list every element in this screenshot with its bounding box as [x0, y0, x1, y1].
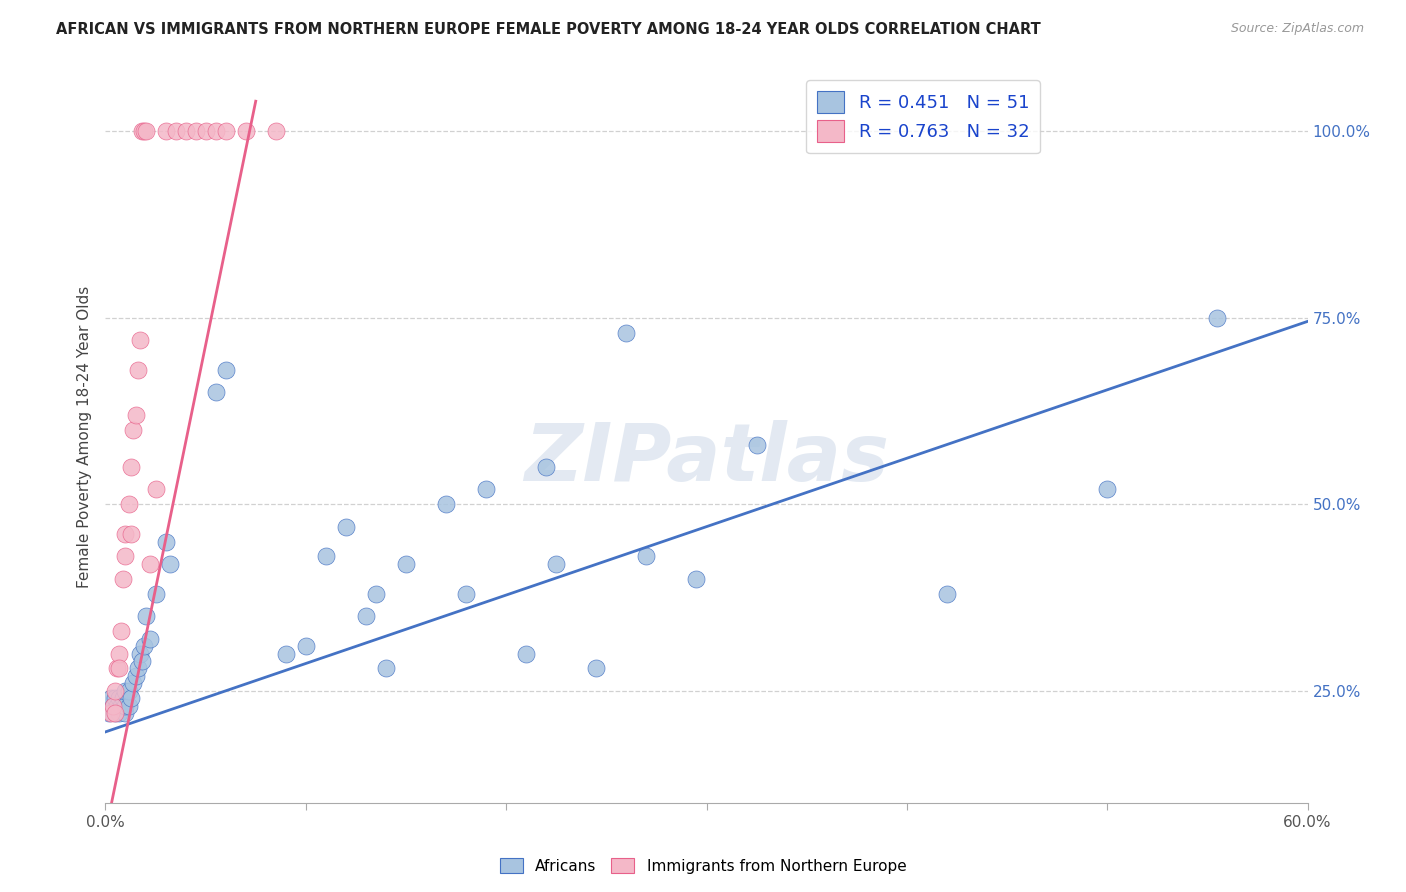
Point [124, 408, 146, 422]
Point [335, 519, 357, 533]
Point [131, 654, 153, 668]
Point [108, 661, 131, 675]
Point [114, 698, 136, 713]
Point [103, 698, 125, 713]
Point [235, 124, 257, 138]
Point [585, 661, 607, 675]
Point [434, 497, 457, 511]
Point [103, 698, 125, 713]
Point [118, 497, 141, 511]
Point [112, 572, 135, 586]
Point [515, 647, 537, 661]
Point [364, 587, 387, 601]
Point [110, 698, 132, 713]
Point [354, 609, 377, 624]
Point [159, 557, 181, 571]
Point [374, 661, 398, 675]
Text: Source: ZipAtlas.com: Source: ZipAtlas.com [1230, 22, 1364, 36]
Point [104, 691, 127, 706]
Text: AFRICAN VS IMMIGRANTS FROM NORTHERN EUROPE FEMALE POVERTY AMONG 18-24 YEAR OLDS : AFRICAN VS IMMIGRANTS FROM NORTHERN EURO… [56, 22, 1040, 37]
Point [138, 632, 160, 646]
Point [104, 706, 127, 721]
Point [104, 683, 127, 698]
Point [104, 706, 127, 721]
Point [110, 624, 132, 639]
Point [685, 572, 707, 586]
Point [108, 691, 131, 706]
Point [135, 124, 157, 138]
Point [122, 423, 145, 437]
Point [264, 124, 287, 138]
Y-axis label: Female Poverty Among 18-24 Year Olds: Female Poverty Among 18-24 Year Olds [76, 286, 91, 588]
Legend: Africans, Immigrants from Northern Europe: Africans, Immigrants from Northern Europ… [494, 852, 912, 880]
Point [118, 683, 141, 698]
Point [121, 691, 143, 706]
Point [214, 363, 236, 377]
Point [194, 124, 217, 138]
Point [124, 669, 146, 683]
Point [145, 587, 167, 601]
Point [127, 363, 149, 377]
Legend: R = 0.451   N = 51, R = 0.763   N = 32: R = 0.451 N = 51, R = 0.763 N = 32 [806, 80, 1040, 153]
Point [295, 639, 318, 653]
Point [114, 683, 136, 698]
Point [107, 661, 129, 675]
Point [100, 691, 122, 706]
Point [121, 527, 143, 541]
Point [174, 124, 197, 138]
Point [936, 587, 959, 601]
Point [132, 639, 155, 653]
Point [546, 557, 568, 571]
Point [135, 609, 157, 624]
Point [132, 124, 155, 138]
Point [112, 691, 135, 706]
Point [114, 706, 136, 721]
Point [138, 557, 160, 571]
Point [145, 483, 167, 497]
Point [127, 661, 149, 675]
Point [184, 124, 207, 138]
Point [121, 459, 143, 474]
Point [122, 676, 145, 690]
Point [108, 706, 131, 721]
Point [100, 706, 122, 721]
Point [274, 647, 297, 661]
Point [745, 437, 768, 451]
Point [108, 647, 131, 661]
Point [616, 326, 638, 340]
Point [114, 549, 136, 564]
Point [534, 459, 557, 474]
Point [315, 549, 337, 564]
Text: ZIPatlas: ZIPatlas [524, 420, 889, 498]
Point [155, 534, 177, 549]
Point [155, 124, 177, 138]
Point [204, 385, 226, 400]
Point [214, 124, 236, 138]
Point [395, 557, 418, 571]
Point [98, 706, 121, 721]
Point [128, 647, 150, 661]
Point [1206, 310, 1229, 325]
Point [118, 698, 141, 713]
Point [454, 587, 477, 601]
Point [107, 698, 129, 713]
Point [128, 333, 150, 347]
Point [131, 124, 153, 138]
Point [1097, 483, 1119, 497]
Point [165, 124, 187, 138]
Point [204, 124, 226, 138]
Point [114, 527, 136, 541]
Point [636, 549, 658, 564]
Point [475, 483, 498, 497]
